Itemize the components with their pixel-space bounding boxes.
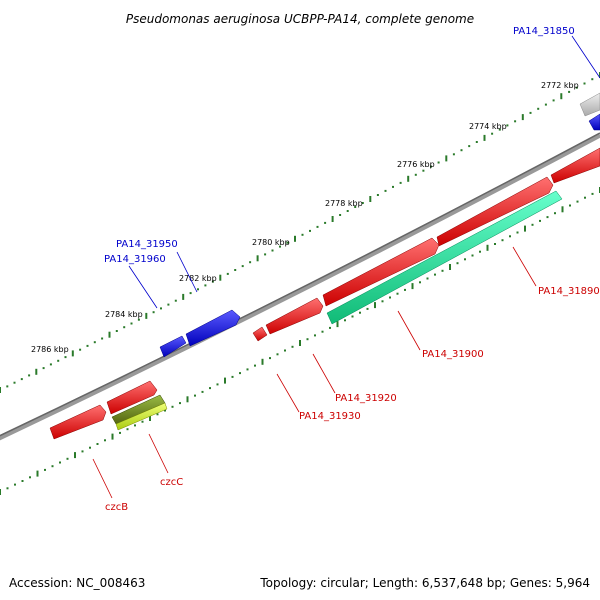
kbp-label: 2780 kbp <box>252 238 290 247</box>
leader-line <box>92 458 113 499</box>
outer-scale-ring <box>0 72 600 393</box>
gene-PA14_31930[interactable] <box>252 326 268 342</box>
kbp-label: 2782 kbp <box>179 274 217 283</box>
cds-PA14_31900[interactable] <box>326 190 563 325</box>
gene-label-PA14_31890[interactable]: PA14_31890 <box>538 286 600 297</box>
leader-line <box>312 353 336 394</box>
kbp-label: 2778 kbp <box>325 199 363 208</box>
gene-label-PA14_31920[interactable]: PA14_31920 <box>335 393 397 404</box>
map-title: Pseudomonas aeruginosa UCBPP-PA14, compl… <box>126 12 474 26</box>
gene-label-czcB[interactable]: czcB <box>105 502 128 513</box>
gene-czcB[interactable] <box>49 404 107 440</box>
gene-czcA-left[interactable] <box>106 380 158 415</box>
leader-line <box>512 246 537 287</box>
gene-PA14_31920[interactable] <box>265 297 324 335</box>
leader-line <box>128 265 158 309</box>
genome-backbone-highlight <box>0 132 600 437</box>
gene-PA14_31950[interactable] <box>185 309 241 347</box>
leader-line <box>571 35 600 79</box>
gene-label-PA14_31930[interactable]: PA14_31930 <box>299 411 361 422</box>
gene-PA14_31890[interactable] <box>436 176 554 247</box>
cds-czcC-lime[interactable] <box>115 402 168 431</box>
accession-text: Accession: NC_008463 <box>9 576 146 590</box>
gene-label-PA14_31960[interactable]: PA14_31960 <box>104 254 166 265</box>
inner-scale-ring <box>0 187 600 495</box>
gene-PA14_31880[interactable] <box>550 147 600 184</box>
pseudogene-gray[interactable] <box>579 92 600 117</box>
gene-label-PA14_31850[interactable]: PA14_31850 <box>513 26 575 37</box>
leader-line <box>276 373 300 413</box>
kbp-label: 2786 kbp <box>31 345 69 354</box>
gene-PA14_31960[interactable] <box>159 335 187 358</box>
gene-label-PA14_31950[interactable]: PA14_31950 <box>116 239 178 250</box>
kbp-label: 2772 kbp <box>541 81 579 90</box>
kbp-label: 2784 kbp <box>105 310 143 319</box>
leader-line <box>148 433 169 474</box>
kbp-label: 2774 kbp <box>469 122 507 131</box>
genome-backbone <box>0 132 600 441</box>
gene-PA14_31850[interactable] <box>588 113 600 131</box>
kbp-label: 2776 kbp <box>397 160 435 169</box>
gene-PA14_31900[interactable] <box>322 237 440 307</box>
leader-line <box>176 251 198 293</box>
gene-label-PA14_31900[interactable]: PA14_31900 <box>422 349 484 360</box>
topology-summary: Topology: circular; Length: 6,537,648 bp… <box>260 576 590 590</box>
gene-label-czcC[interactable]: czcC <box>160 477 183 488</box>
leader-line <box>397 310 421 351</box>
